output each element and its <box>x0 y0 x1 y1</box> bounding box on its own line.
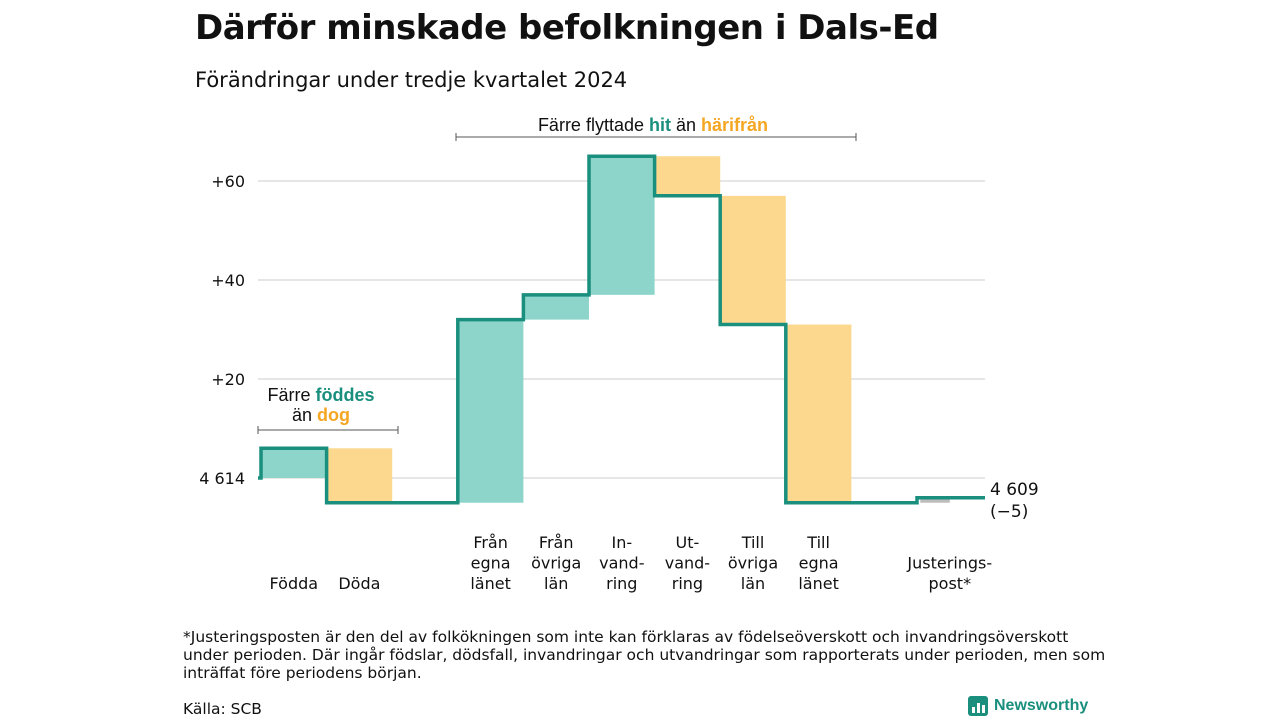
chart-title: Därför minskade befolkningen i Dals-Ed <box>195 8 939 48</box>
category-label: vand- <box>665 554 710 573</box>
bar-chart-icon <box>968 696 988 716</box>
waterfall-bar <box>785 324 852 503</box>
waterfall-bar <box>261 448 327 478</box>
waterfall-bar <box>589 156 655 295</box>
category-label: Ut- <box>676 533 700 552</box>
category-label: post* <box>929 574 972 593</box>
category-label: Till <box>806 533 830 552</box>
cumulative-step-line <box>258 154 985 505</box>
waterfall-bar <box>720 195 786 325</box>
category-label: Döda <box>338 574 380 593</box>
annotation-moves: Färre flyttade hit än härifrån <box>538 115 768 135</box>
footnote: *Justeringsposten är den del av folkökni… <box>183 628 1106 682</box>
source-label: Källa: SCB <box>183 700 262 718</box>
waterfall-bar <box>457 319 524 503</box>
end-value-label: (−5) <box>990 502 1028 522</box>
chart-subtitle: Förändringar under tredje kvartalet 2024 <box>195 68 628 92</box>
y-tick-label: +40 <box>211 271 245 290</box>
category-label: län <box>741 574 765 593</box>
category-label: egna <box>799 554 839 573</box>
category-label: Till <box>741 533 765 552</box>
annotation-births-line1: Färre föddes <box>267 385 374 405</box>
category-label: ring <box>672 574 703 593</box>
category-label: Justerings- <box>906 554 992 573</box>
y-tick-label: +20 <box>211 370 245 389</box>
category-label: övriga <box>728 554 778 573</box>
waterfall-bar <box>654 156 721 196</box>
annotation-births-line2: än dog <box>292 405 350 425</box>
category-label: In- <box>611 533 632 552</box>
category-label: länet <box>798 574 839 593</box>
waterfall-bar <box>523 294 589 320</box>
waterfall-bar <box>326 448 393 503</box>
newsworthy-logo[interactable]: Newsworthy <box>968 696 1088 716</box>
category-label: Från <box>539 533 574 552</box>
category-label: egna <box>471 554 511 573</box>
y-tick-label: 4 614 <box>199 469 245 488</box>
category-label: Från <box>473 533 508 552</box>
waterfall-bar <box>920 497 950 503</box>
logo-text: Newsworthy <box>994 697 1089 714</box>
category-label: vand- <box>599 554 644 573</box>
category-label: länet <box>470 574 511 593</box>
category-label: övriga <box>531 554 581 573</box>
y-tick-label: +60 <box>211 172 245 191</box>
category-label: ring <box>606 574 637 593</box>
end-value-label: 4 609 <box>990 480 1039 500</box>
category-label: län <box>544 574 568 593</box>
category-label: Födda <box>270 574 319 593</box>
